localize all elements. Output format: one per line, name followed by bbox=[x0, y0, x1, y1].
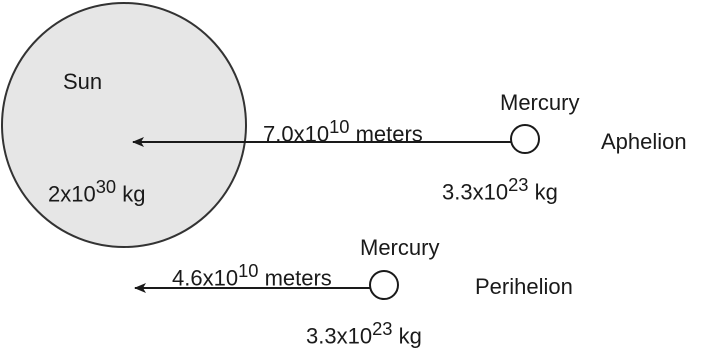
perihelion-distance-unit: meters bbox=[258, 265, 332, 291]
aphelion-distance-base: 7.0x10 bbox=[263, 121, 330, 147]
mercury-aphelion-label: Mercury bbox=[500, 90, 580, 115]
mercury-perihelion-mass-base: 3.3x10 bbox=[306, 323, 373, 348]
aphelion-distance-unit: meters bbox=[349, 121, 423, 147]
mercury-perihelion-mass-unit: kg bbox=[392, 323, 422, 348]
perihelion-distance-label: 4.6x1010 meters bbox=[172, 260, 332, 291]
sun-mass-label: 2x1030 kg bbox=[48, 176, 146, 207]
mercury-aphelion-mass-unit: kg bbox=[528, 179, 558, 205]
perihelion-distance-exponent: 10 bbox=[238, 260, 259, 281]
mercury-aphelion-circle bbox=[510, 124, 540, 154]
mercury-aphelion-mass-exponent: 23 bbox=[508, 174, 529, 195]
mercury-aphelion-mass-base: 3.3x10 bbox=[442, 179, 509, 205]
sun-circle bbox=[1, 2, 247, 248]
sun-label: Sun bbox=[63, 69, 103, 94]
sun-mass-exponent: 30 bbox=[95, 176, 117, 197]
sun-mass-unit: kg bbox=[116, 181, 146, 207]
mercury-perihelion-label: Mercury bbox=[360, 235, 440, 260]
aphelion-distance-label: 7.0x1010 meters bbox=[263, 116, 423, 147]
sun-mass-base: 2x10 bbox=[48, 181, 96, 207]
aphelion-distance-exponent: 10 bbox=[329, 116, 350, 137]
aphelion-label: Aphelion bbox=[601, 129, 687, 154]
mercury-perihelion-circle bbox=[369, 270, 399, 300]
mercury-perihelion-mass-exponent: 23 bbox=[372, 318, 393, 339]
mercury-aphelion-mass-label: 3.3x1023 kg bbox=[442, 174, 558, 205]
perihelion-distance-base: 4.6x10 bbox=[172, 265, 239, 291]
perihelion-label: Perihelion bbox=[475, 274, 573, 299]
mercury-perihelion-mass-label: 3.3x1023 kg bbox=[306, 318, 422, 348]
